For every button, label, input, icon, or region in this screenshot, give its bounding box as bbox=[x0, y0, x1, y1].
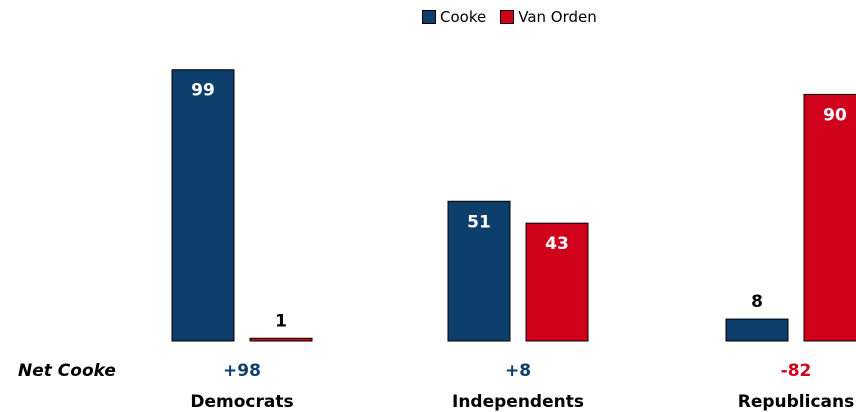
data-label-cooke-democrats: 99 bbox=[191, 81, 215, 101]
net-value-democrats: +98 bbox=[223, 361, 261, 381]
legend: Cooke Van Orden bbox=[422, 8, 611, 26]
data-label-cooke-republicans: 8 bbox=[751, 292, 763, 312]
legend-swatch-cooke bbox=[422, 10, 436, 24]
legend-item-van-orden: Van Orden bbox=[500, 8, 597, 26]
bar-van-orden-republicans bbox=[803, 93, 856, 342]
legend-label-cooke: Cooke bbox=[440, 8, 487, 26]
legend-swatch-van-orden bbox=[500, 10, 515, 24]
legend-item-cooke: Cooke bbox=[422, 8, 486, 26]
bar-cooke-republicans bbox=[725, 318, 789, 342]
data-label-cooke-independents: 51 bbox=[467, 212, 491, 232]
category-label-independents: Independents bbox=[452, 392, 584, 412]
bar-van-orden-democrats bbox=[249, 337, 313, 342]
bar-van-orden-independents bbox=[525, 222, 589, 342]
data-label-van-orden-republicans: 90 bbox=[823, 105, 847, 125]
category-label-republicans: Republicans bbox=[738, 392, 855, 412]
legend-label-van-orden: Van Orden bbox=[518, 8, 597, 26]
net-value-independents: +8 bbox=[505, 361, 531, 381]
data-label-van-orden-democrats: 1 bbox=[275, 311, 287, 331]
bar-cooke-democrats bbox=[171, 69, 235, 342]
data-label-van-orden-independents: 43 bbox=[545, 234, 569, 254]
bar-cooke-independents bbox=[447, 200, 511, 342]
net-value-republicans: -82 bbox=[781, 361, 812, 381]
category-label-democrats: Democrats bbox=[190, 392, 293, 412]
net-cooke-label: Net Cooke bbox=[18, 361, 116, 381]
